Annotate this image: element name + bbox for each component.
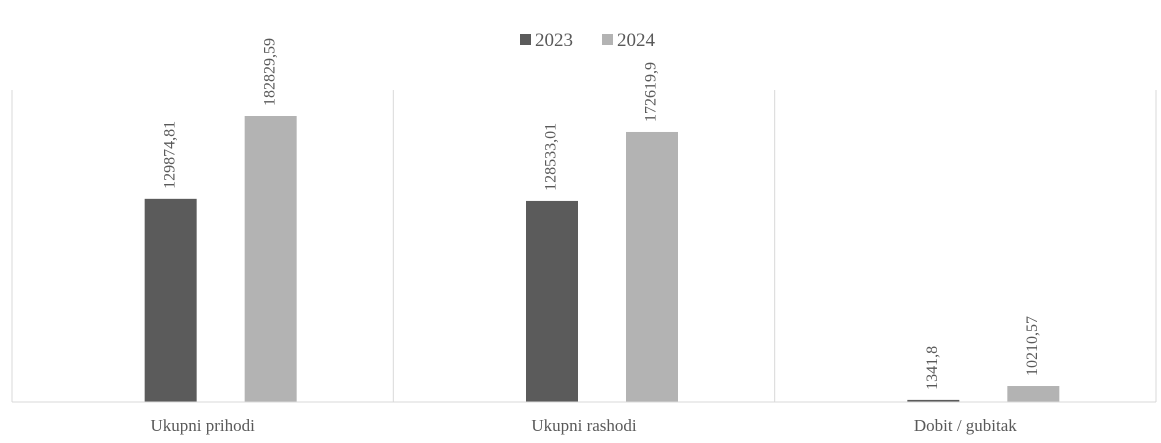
legend: 2023 2024: [520, 30, 656, 51]
legend-swatch-2023: [520, 34, 531, 45]
data-label-2024-1: 172619,9: [643, 62, 660, 122]
legend-swatch-2024: [602, 34, 613, 45]
data-label-2023-0: 129874,81: [161, 121, 178, 189]
bar-2023-2: [907, 399, 960, 402]
x-tick-label: Ukupni rashodi: [531, 416, 637, 435]
legend-label-2024: 2024: [617, 30, 656, 51]
bar-2024-1: [626, 131, 678, 402]
data-labels: 129874,81 182829,59 128533,01 172619,9 1341,…: [161, 38, 1041, 390]
bar-2023-1: [526, 200, 578, 402]
x-tick-label: Ukupni prihodi: [150, 416, 255, 435]
bar-2024-2: [1007, 386, 1060, 402]
bar-2023-0: [144, 198, 197, 402]
bars: [144, 116, 1060, 402]
data-label-2023-1: 128533,01: [543, 123, 560, 191]
data-label-2024-0: 182829,59: [261, 38, 278, 106]
legend-label-2023: 2023: [535, 30, 573, 51]
data-label-2024-2: 10210,57: [1024, 316, 1041, 376]
data-label-2023-2: 1341,8: [924, 346, 941, 390]
x-tick-label: Dobit / gubitak: [914, 416, 1017, 435]
x-axis: Ukupni prihodi Ukupni rashodi Dobit / gubi…: [12, 401, 1156, 435]
category-separators: [11, 90, 1157, 402]
bar-2024-0: [244, 116, 297, 402]
